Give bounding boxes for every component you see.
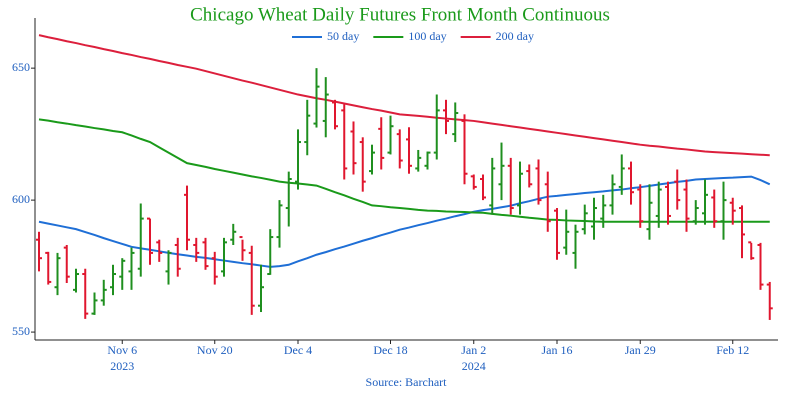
chart-title: Chicago Wheat Daily Futures Front Month …: [190, 4, 610, 25]
x-tick-label: Nov 20: [197, 343, 233, 357]
x-tick-label: Jan 2: [461, 343, 486, 357]
x-tick-label: Dec 4: [284, 343, 312, 357]
x-tick-label: Feb 12: [716, 343, 749, 357]
x-tick-label: Jan 16: [542, 343, 573, 357]
legend-label: 50 day: [327, 29, 359, 43]
y-tick-label: 550: [12, 324, 30, 338]
x-tick-year: 2023: [110, 359, 134, 373]
y-tick-label: 600: [12, 192, 30, 206]
moving-average-line: [38, 118, 770, 223]
moving-average-line: [38, 175, 771, 268]
y-tick-label: 650: [12, 60, 30, 74]
x-tick-label: Dec 18: [373, 343, 407, 357]
moving-average-line: [38, 34, 770, 157]
x-tick-label: Nov 6: [107, 343, 137, 357]
legend-label: 100 day: [408, 29, 446, 43]
legend-label: 200 day: [496, 29, 534, 43]
x-tick-year: 2024: [462, 359, 486, 373]
source: Source: Barchart: [366, 375, 448, 389]
x-tick-label: Jan 29: [625, 343, 656, 357]
